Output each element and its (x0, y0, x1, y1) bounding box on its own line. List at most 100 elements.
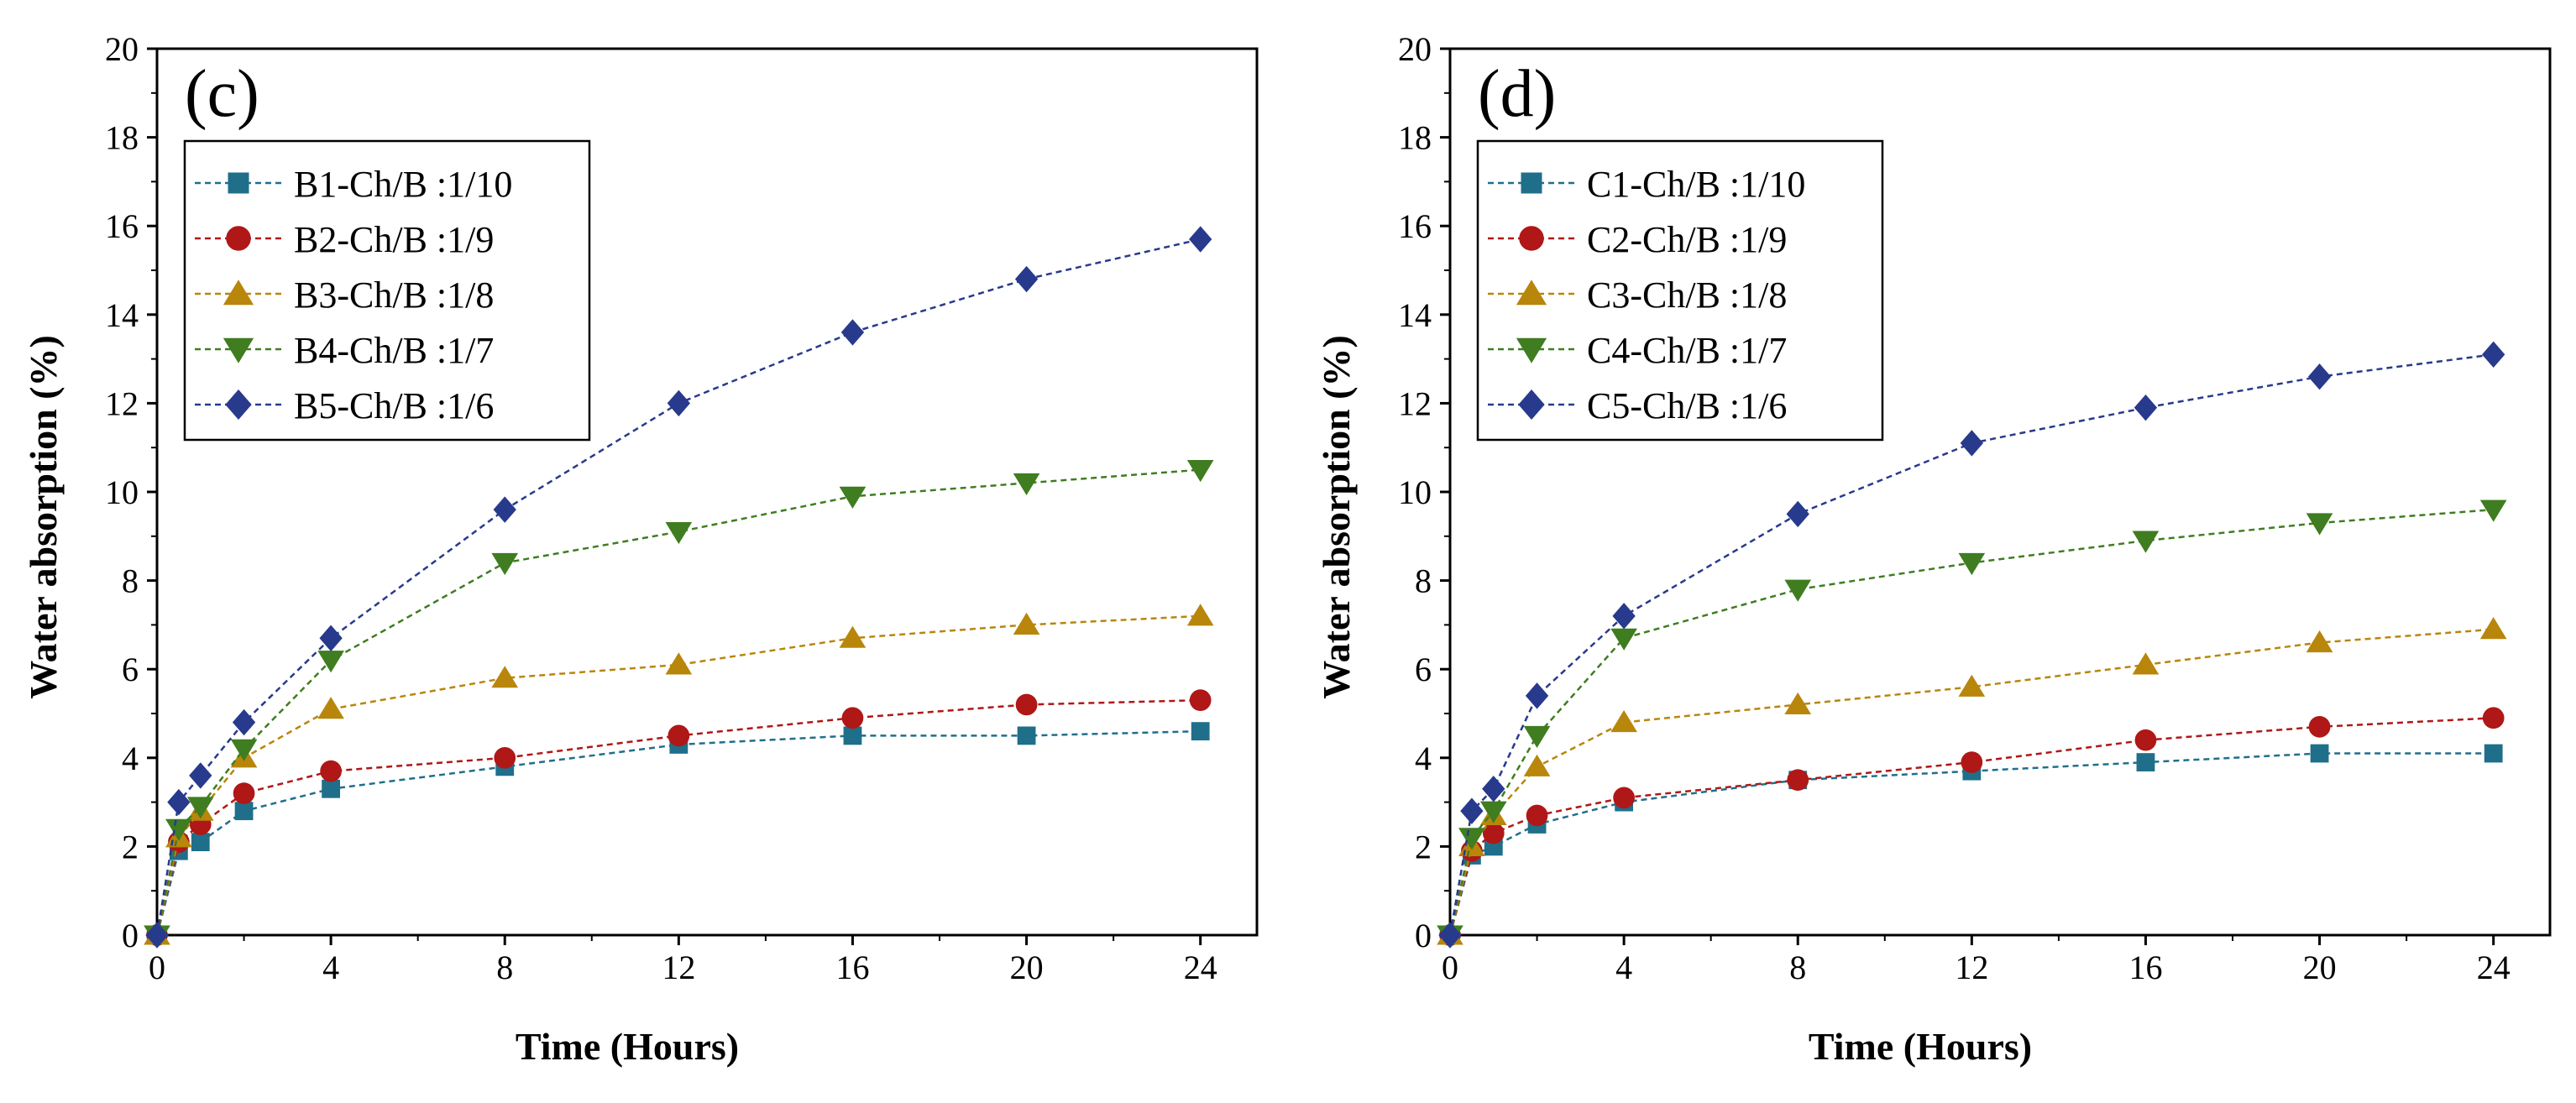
legend-label: B5-Ch/B :1/6 (294, 385, 494, 426)
data-point (1523, 754, 1551, 776)
data-point (2482, 707, 2505, 729)
series-line (1448, 717, 2494, 936)
y-tick-label: 8 (122, 562, 139, 600)
data-point (1189, 689, 1212, 712)
legend-marker (226, 226, 251, 251)
x-axis-title: Time (Hours) (516, 1025, 739, 1068)
legend: B1-Ch/B :1/10 B2-Ch/B :1/9 B3-Ch/B :1/8 B4-… (183, 139, 591, 442)
x-tick-label: 12 (662, 949, 695, 986)
data-point (186, 797, 214, 819)
data-point (493, 496, 516, 523)
series-line (155, 698, 1201, 936)
data-point (1017, 726, 1036, 745)
legend-box (183, 139, 591, 442)
data-point (1013, 612, 1040, 635)
data-point (189, 762, 212, 789)
data-point (2136, 753, 2155, 771)
data-point (2310, 744, 2329, 763)
data-point (322, 779, 341, 798)
y-tick-label: 16 (105, 207, 139, 245)
data-point (317, 697, 344, 719)
legend-entry: C4-Ch/B :1/7 (1488, 330, 1787, 371)
data-point (1189, 226, 1212, 253)
data-point (839, 486, 867, 509)
data-point (1613, 787, 1635, 809)
y-tick-label: 20 (1398, 30, 1432, 68)
data-point (1784, 692, 1812, 714)
data-point (1186, 604, 1214, 626)
x-tick-label: 12 (1955, 949, 1988, 986)
legend-label: B3-Ch/B :1/8 (294, 274, 494, 316)
data-point (1784, 579, 1812, 602)
y-tick-label: 16 (1398, 207, 1432, 245)
x-tick-label: 8 (1789, 949, 1806, 986)
data-point (841, 707, 864, 729)
legend-entry: C2-Ch/B :1/9 (1488, 219, 1787, 260)
data-point (2134, 394, 2158, 421)
data-point (319, 625, 343, 651)
x-tick-label: 0 (149, 949, 165, 986)
data-point (1460, 797, 1484, 824)
data-point (843, 726, 862, 745)
data-point (1786, 500, 1809, 528)
data-point (1458, 828, 1485, 850)
legend: C1-Ch/B :1/10 C2-Ch/B :1/9 C3-Ch/B :1/8 C4-… (1476, 139, 1884, 442)
series-1 (1441, 744, 2503, 944)
series-line (1448, 508, 2494, 936)
legend-label: C3-Ch/B :1/8 (1587, 274, 1787, 316)
y-tick-label: 0 (1415, 917, 1432, 954)
x-tick-label: 4 (322, 949, 339, 986)
legend-marker (1516, 280, 1547, 306)
data-point (2484, 744, 2503, 763)
data-point (491, 666, 519, 688)
legend-entry: B3-Ch/B :1/8 (195, 274, 494, 316)
data-point (839, 625, 867, 648)
y-tick-label: 8 (1415, 562, 1432, 600)
panel-label: (c) (185, 57, 259, 131)
y-tick-label: 6 (1415, 651, 1432, 688)
y-tick-label: 10 (105, 473, 139, 511)
data-point (232, 708, 256, 736)
series-1 (148, 722, 1210, 944)
y-tick-label: 14 (105, 296, 139, 334)
legend-entry: B1-Ch/B :1/10 (195, 164, 512, 205)
data-point (1787, 769, 1809, 792)
y-axis-title: Water absorption (%) (1315, 335, 1358, 699)
y-tick-label: 14 (1398, 296, 1432, 334)
series-line (155, 729, 1201, 936)
data-point (668, 724, 690, 747)
y-axis-title: Water absorption (%) (22, 335, 65, 699)
legend-label: C5-Ch/B :1/6 (1587, 385, 1787, 426)
data-point (165, 818, 192, 841)
panel-label: (d) (1478, 57, 1556, 131)
data-point (2307, 363, 2332, 390)
y-tick-label: 18 (105, 119, 139, 157)
data-point (667, 389, 691, 417)
data-point (145, 922, 169, 949)
data-point (2132, 652, 2160, 675)
data-point (2482, 341, 2505, 369)
x-tick-label: 8 (496, 949, 513, 986)
legend-label: B4-Ch/B :1/7 (294, 330, 494, 371)
y-tick-label: 2 (1415, 828, 1432, 865)
series-line (155, 468, 1201, 936)
x-tick-label: 20 (2303, 949, 2337, 986)
legend-label: C1-Ch/B :1/10 (1587, 164, 1805, 205)
x-tick-label: 16 (835, 949, 869, 986)
data-point (1961, 751, 1983, 773)
data-point (665, 652, 693, 675)
data-point (1610, 628, 1637, 651)
data-point (1523, 725, 1551, 749)
data-point (2479, 617, 2507, 640)
legend-marker (1521, 172, 1542, 194)
y-tick-label: 12 (105, 384, 139, 422)
y-tick-label: 4 (1415, 740, 1432, 777)
data-point (167, 788, 191, 816)
legend-marker (225, 389, 252, 421)
data-point (665, 521, 693, 545)
y-tick-label: 18 (1398, 119, 1432, 157)
data-point (1186, 460, 1214, 483)
data-point (1015, 693, 1038, 716)
y-tick-label: 0 (122, 917, 139, 954)
